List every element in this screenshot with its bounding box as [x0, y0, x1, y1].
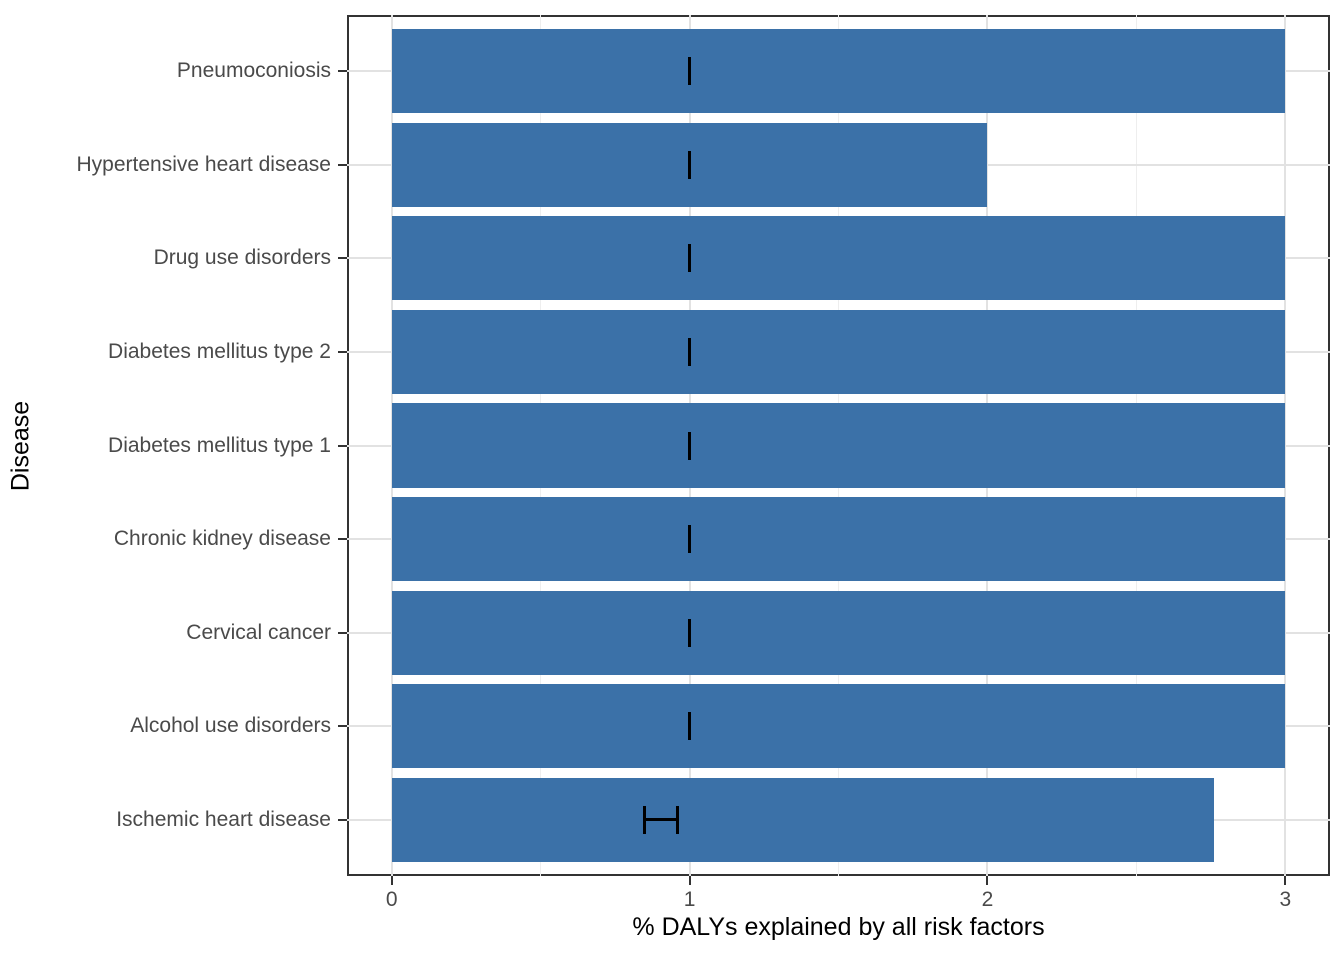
- x-tick: [390, 876, 393, 885]
- bar: [391, 29, 1286, 114]
- error-bar: [688, 618, 692, 647]
- error-bar: [688, 150, 692, 179]
- y-tick-label: Alcohol use disorders: [130, 714, 331, 738]
- y-tick-label: Hypertensive heart disease: [76, 152, 331, 176]
- y-tick: [338, 538, 347, 541]
- error-bar: [688, 525, 692, 554]
- x-tick-label: 2: [981, 888, 994, 911]
- error-bar: [688, 712, 692, 741]
- y-tick-label: Cervical cancer: [186, 620, 331, 644]
- error-bar: [644, 818, 678, 822]
- y-tick: [338, 444, 347, 447]
- y-tick-label: Chronic kidney disease: [113, 527, 331, 551]
- x-tick: [986, 876, 989, 885]
- x-tick-label: 3: [1279, 888, 1292, 911]
- x-tick-label: 0: [385, 888, 398, 911]
- bar: [391, 684, 1286, 769]
- bar: [391, 309, 1286, 395]
- y-tick: [338, 818, 347, 821]
- bar: [391, 216, 1286, 301]
- y-tick: [338, 163, 347, 166]
- x-tick-label: 1: [683, 888, 696, 911]
- y-tick: [338, 631, 347, 634]
- x-tick: [1284, 876, 1287, 885]
- plot-panel: [347, 15, 1330, 876]
- bar: [391, 777, 1214, 862]
- y-tick-label: Ischemic heart disease: [116, 807, 331, 831]
- error-bar: [688, 57, 692, 86]
- y-tick-label: Drug use disorders: [153, 246, 331, 270]
- x-tick: [688, 876, 691, 885]
- y-tick: [338, 257, 347, 260]
- y-tick-label: Diabetes mellitus type 1: [108, 433, 331, 457]
- error-cap: [676, 805, 680, 834]
- bar: [391, 590, 1286, 675]
- y-tick-label: Pneumoconiosis: [176, 59, 331, 83]
- y-tick: [338, 70, 347, 73]
- x-axis-title: % DALYs explained by all risk factors: [632, 913, 1045, 941]
- error-bar: [688, 431, 692, 460]
- y-tick: [338, 350, 347, 353]
- y-tick-label: Diabetes mellitus type 2: [108, 339, 331, 363]
- bar: [391, 403, 1286, 488]
- error-bar: [688, 337, 692, 366]
- error-bar: [688, 244, 692, 273]
- y-tick: [338, 725, 347, 728]
- bar: [391, 496, 1286, 582]
